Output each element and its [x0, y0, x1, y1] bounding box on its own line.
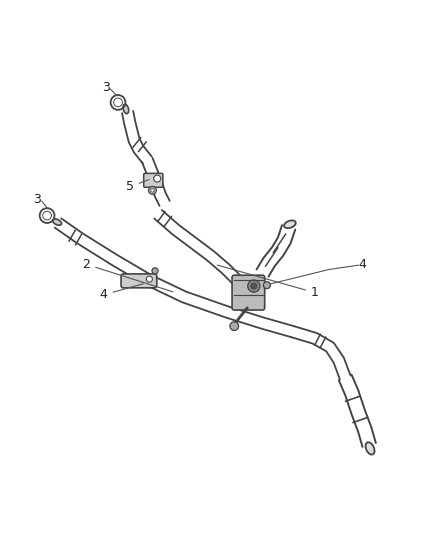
Circle shape [152, 268, 158, 274]
Circle shape [251, 283, 257, 289]
Text: 3: 3 [102, 80, 110, 94]
Circle shape [146, 276, 152, 282]
FancyBboxPatch shape [144, 173, 163, 187]
Circle shape [230, 322, 239, 330]
Circle shape [154, 175, 161, 182]
Ellipse shape [284, 221, 296, 228]
Circle shape [151, 189, 154, 192]
Circle shape [263, 282, 270, 289]
Text: 1: 1 [217, 265, 319, 299]
Text: 2: 2 [82, 258, 173, 292]
Text: 5: 5 [126, 180, 149, 193]
Circle shape [148, 187, 156, 194]
Ellipse shape [123, 104, 129, 114]
Text: 4: 4 [100, 284, 143, 301]
Ellipse shape [53, 219, 62, 225]
Text: 4: 4 [359, 258, 367, 271]
Ellipse shape [366, 442, 374, 455]
Text: 3: 3 [33, 192, 41, 206]
Circle shape [248, 280, 260, 292]
FancyBboxPatch shape [232, 275, 265, 310]
FancyBboxPatch shape [121, 274, 157, 288]
